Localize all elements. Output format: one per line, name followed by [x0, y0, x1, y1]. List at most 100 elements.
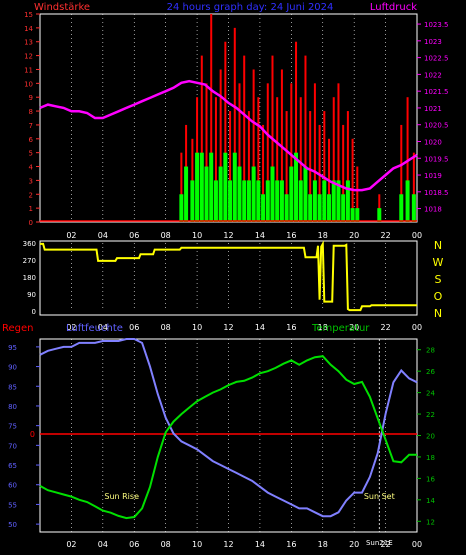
- wind-bar: [256, 180, 261, 222]
- wind-bar: [308, 194, 313, 222]
- wind-bar: [411, 194, 416, 222]
- temperature-y-tick-label: 14: [426, 497, 435, 505]
- humidity-label: Luftfeuchte: [66, 323, 123, 334]
- gust-bar: [276, 97, 279, 222]
- gust-bar: [247, 111, 250, 222]
- wind-bar: [199, 152, 204, 222]
- x-tick-label: 12: [223, 540, 233, 549]
- pressure-y-tick-label: 1021: [424, 105, 442, 113]
- wind-bar: [279, 180, 284, 222]
- wind-y-tick-label: 10: [24, 80, 33, 88]
- x-tick-label: 18: [318, 540, 328, 549]
- rain-zero-label: 0: [30, 430, 35, 439]
- wind-bar: [399, 194, 404, 222]
- humidity-y-tick-label: 55: [8, 501, 17, 509]
- wind-bar: [179, 194, 184, 222]
- gust-bar: [205, 83, 208, 222]
- pressure-y-tick-label: 1019.5: [424, 155, 449, 163]
- humidity-y-tick-label: 90: [8, 364, 17, 372]
- wind-bar: [336, 180, 341, 222]
- gust-bar: [219, 69, 222, 222]
- wind-y-tick-label: 15: [24, 11, 33, 19]
- wind-bar: [341, 194, 346, 222]
- direction-y-tick-label: 360: [23, 240, 36, 248]
- direction-y-tick-label: 90: [27, 291, 36, 299]
- temperature-y-tick-label: 28: [426, 347, 435, 355]
- gust-bar: [224, 41, 227, 222]
- temperature-y-tick-label: 12: [426, 518, 435, 526]
- pressure-y-tick-label: 1023: [424, 38, 442, 46]
- x-tick-label: 10: [192, 323, 202, 332]
- x-tick-label: 14: [255, 540, 265, 549]
- humidity-y-tick-label: 85: [8, 383, 17, 391]
- x-tick-label: 00: [412, 323, 422, 332]
- humidity-y-tick-label: 60: [8, 482, 17, 490]
- temperature-y-tick-label: 16: [426, 475, 435, 483]
- sunrise-label: Sun Rise: [104, 492, 139, 501]
- wind-bar: [289, 166, 294, 222]
- pressure-y-tick-label: 1020: [424, 138, 442, 146]
- wind-bar: [195, 152, 200, 222]
- wind-bar: [251, 166, 256, 222]
- wind-y-tick-label: 3: [29, 177, 33, 185]
- wind-bar: [232, 152, 237, 222]
- gust-bar: [412, 152, 415, 222]
- wind-bar: [312, 180, 317, 222]
- gust-bar: [238, 83, 241, 222]
- wind-bar: [190, 180, 195, 222]
- wind-bar: [275, 180, 280, 222]
- gust-bar: [356, 166, 359, 222]
- compass-letter: S: [435, 273, 442, 286]
- x-tick-label: 04: [98, 231, 108, 240]
- wind-bar: [218, 166, 223, 222]
- pressure-y-tick-label: 1022: [424, 71, 442, 79]
- gust-bar: [337, 83, 340, 222]
- chart-title: 24 hours graph day: 24 Juni 2024: [167, 2, 334, 13]
- gust-bar: [400, 124, 403, 222]
- x-tick-label: 18: [318, 231, 328, 240]
- wind-y-tick-label: 5: [29, 150, 33, 158]
- x-tick-label: 06: [129, 231, 139, 240]
- gust-bar: [210, 14, 213, 222]
- x-tick-label: 04: [98, 540, 108, 549]
- wind-bar: [317, 194, 322, 222]
- wind-y-tick-label: 4: [29, 164, 34, 172]
- temperature-y-tick-label: 20: [426, 433, 435, 441]
- humidity-temperature-chart: 02 04 06 08 10 12 14 16 18 20 22 00 50 55 60 65 70 75 80 85…: [8, 338, 435, 549]
- x-tick-label: 08: [161, 231, 171, 240]
- wind-bar: [405, 180, 410, 222]
- x-tick-label: 22: [380, 540, 390, 549]
- wind-y-tick-label: 12: [24, 53, 33, 61]
- wind-direction-line: [40, 240, 417, 312]
- gust-bar: [180, 152, 183, 222]
- wind-bar: [246, 180, 251, 222]
- gust-bar: [290, 83, 293, 222]
- pressure-y-tick-label: 1020.5: [424, 122, 449, 130]
- temperature-y-tick-label: 18: [426, 454, 435, 462]
- direction-panel-frame: [39, 240, 418, 316]
- gust-bar: [351, 138, 354, 222]
- x-tick-label: 20: [349, 231, 359, 240]
- wind-bar: [327, 194, 332, 222]
- gust-bar: [332, 97, 335, 222]
- pressure-y-tick-label: 1022.5: [424, 55, 449, 63]
- wind-bar: [303, 166, 308, 222]
- humidity-y-tick-label: 80: [8, 403, 17, 411]
- wind-bar: [209, 152, 214, 222]
- x-tick-label: 16: [286, 323, 296, 332]
- pressure-y-tick-label: 1018: [424, 206, 442, 214]
- sunset-label: Sun Set: [364, 492, 395, 501]
- gust-bar: [309, 111, 312, 222]
- x-tick-label: 10: [192, 540, 202, 549]
- wind-y-tick-label: 0: [29, 219, 33, 227]
- humidity-y-tick-label: 95: [8, 344, 17, 352]
- pressure-line: [39, 79, 418, 192]
- wind-bar: [284, 194, 289, 222]
- gust-bar: [295, 41, 298, 222]
- wind-bar: [228, 180, 233, 222]
- x-tick-label: 02: [66, 231, 76, 240]
- humidity-line: [39, 338, 418, 518]
- wind-bar: [213, 180, 218, 222]
- compass-letter: O: [434, 290, 443, 303]
